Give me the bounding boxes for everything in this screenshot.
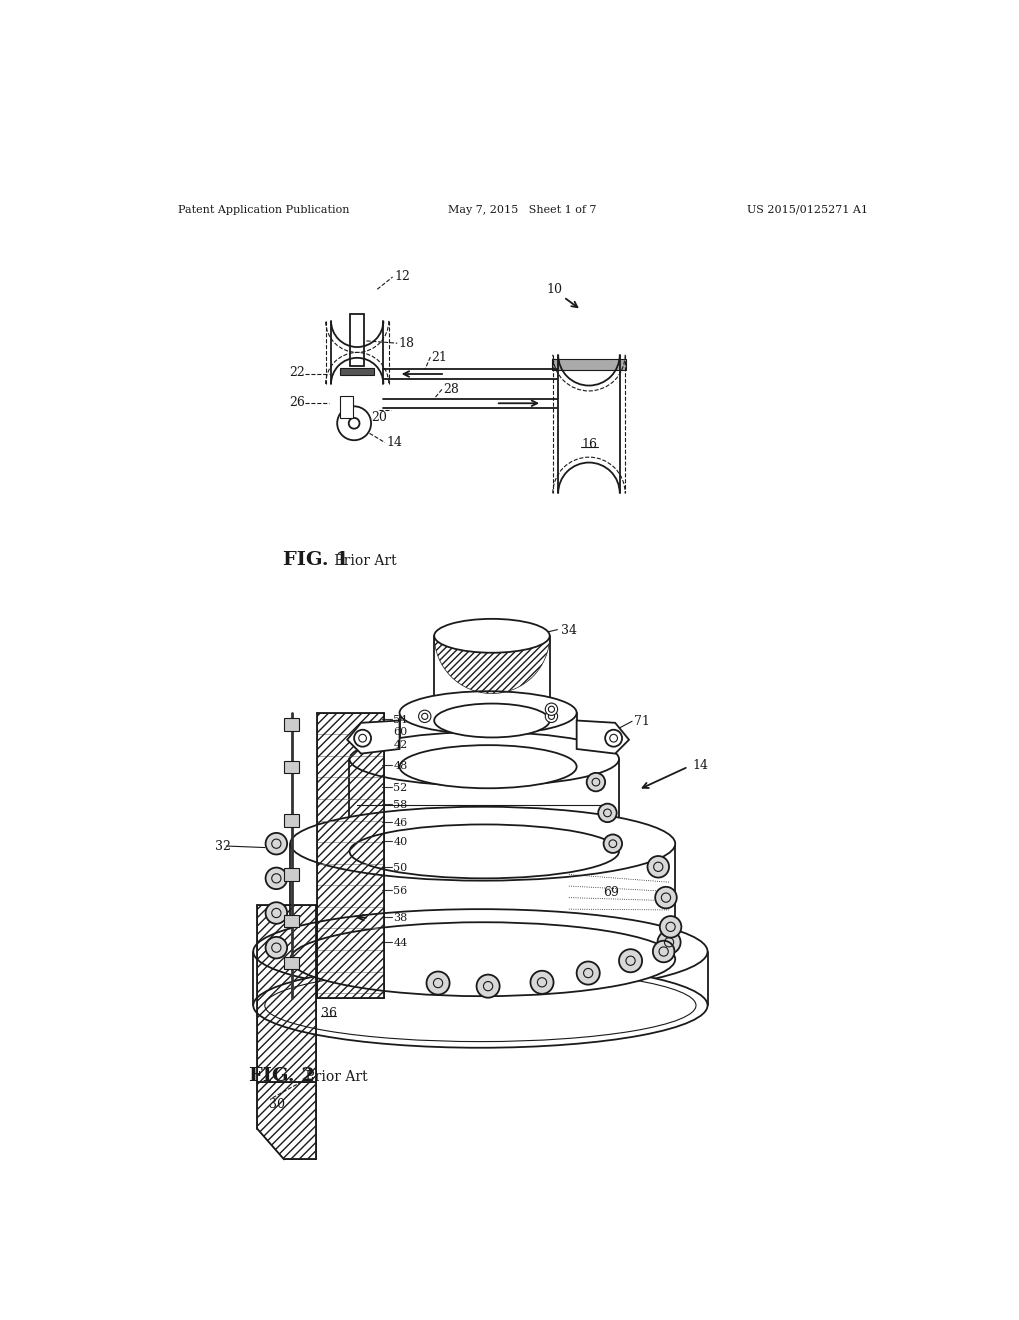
- Text: 52: 52: [393, 783, 408, 793]
- Ellipse shape: [290, 807, 675, 880]
- Text: 54: 54: [393, 715, 408, 725]
- Bar: [283, 869, 300, 880]
- Text: 58: 58: [393, 800, 408, 809]
- Text: 50: 50: [393, 863, 408, 873]
- Circle shape: [476, 974, 499, 998]
- Ellipse shape: [350, 733, 619, 785]
- Polygon shape: [576, 721, 629, 754]
- Text: 48: 48: [393, 762, 408, 771]
- Circle shape: [265, 833, 287, 854]
- Circle shape: [354, 730, 371, 747]
- Circle shape: [604, 730, 622, 747]
- Text: Patent Application Publication: Patent Application Publication: [177, 205, 348, 215]
- Ellipse shape: [253, 964, 707, 1048]
- Text: 20: 20: [371, 411, 386, 424]
- Text: Prior Art: Prior Art: [330, 554, 396, 568]
- Text: 40: 40: [393, 837, 408, 846]
- Circle shape: [337, 407, 371, 441]
- Text: FIG. 2: FIG. 2: [250, 1067, 315, 1085]
- Text: FIG. 1: FIG. 1: [282, 552, 348, 569]
- Ellipse shape: [399, 744, 576, 788]
- Bar: [283, 760, 300, 774]
- Ellipse shape: [434, 619, 549, 653]
- Text: 21: 21: [431, 351, 446, 364]
- Circle shape: [576, 961, 599, 985]
- Bar: [283, 957, 300, 969]
- Circle shape: [545, 704, 557, 715]
- Text: 18: 18: [398, 337, 415, 350]
- Text: 14: 14: [692, 759, 707, 772]
- Circle shape: [654, 887, 676, 908]
- Ellipse shape: [434, 704, 549, 738]
- Circle shape: [652, 941, 674, 962]
- Text: 14: 14: [386, 437, 403, 449]
- Circle shape: [426, 972, 449, 995]
- Text: 10: 10: [546, 284, 562, 296]
- Text: US 2015/0125271 A1: US 2015/0125271 A1: [746, 205, 867, 215]
- Text: 36: 36: [321, 1007, 336, 1020]
- Ellipse shape: [290, 923, 675, 997]
- Circle shape: [619, 949, 642, 973]
- Circle shape: [265, 937, 287, 958]
- Circle shape: [265, 903, 287, 924]
- Text: 60: 60: [393, 727, 408, 738]
- Text: 56: 56: [393, 886, 408, 896]
- Circle shape: [657, 931, 680, 954]
- Circle shape: [265, 867, 287, 890]
- Circle shape: [659, 916, 681, 937]
- Bar: [551, 359, 626, 370]
- Text: 69: 69: [603, 886, 619, 899]
- Circle shape: [586, 774, 604, 792]
- Bar: [340, 368, 374, 375]
- Polygon shape: [346, 721, 399, 754]
- Ellipse shape: [399, 692, 576, 734]
- Text: 28: 28: [443, 383, 459, 396]
- Circle shape: [647, 855, 668, 878]
- Text: 30: 30: [268, 1098, 284, 1111]
- Text: 12: 12: [393, 271, 410, 282]
- Text: 16: 16: [581, 438, 597, 451]
- Ellipse shape: [253, 909, 707, 994]
- Text: 44: 44: [393, 939, 408, 948]
- Text: 71: 71: [634, 715, 650, 729]
- Circle shape: [597, 804, 616, 822]
- Ellipse shape: [350, 825, 619, 878]
- Bar: [283, 915, 300, 927]
- Circle shape: [530, 970, 553, 994]
- Text: 42: 42: [393, 739, 408, 750]
- Text: 26: 26: [289, 396, 305, 409]
- Text: 32: 32: [215, 840, 230, 853]
- Bar: [283, 718, 300, 730]
- Bar: [340, 396, 353, 418]
- Bar: [350, 314, 364, 367]
- Text: 34: 34: [560, 624, 577, 638]
- Text: 22: 22: [289, 367, 305, 379]
- Text: 38: 38: [393, 913, 408, 923]
- Text: May 7, 2015   Sheet 1 of 7: May 7, 2015 Sheet 1 of 7: [448, 205, 596, 215]
- Circle shape: [418, 710, 430, 722]
- Circle shape: [603, 834, 622, 853]
- Circle shape: [545, 710, 557, 722]
- Bar: [283, 814, 300, 826]
- Text: Prior Art: Prior Art: [301, 1071, 367, 1084]
- Text: 46: 46: [393, 818, 408, 828]
